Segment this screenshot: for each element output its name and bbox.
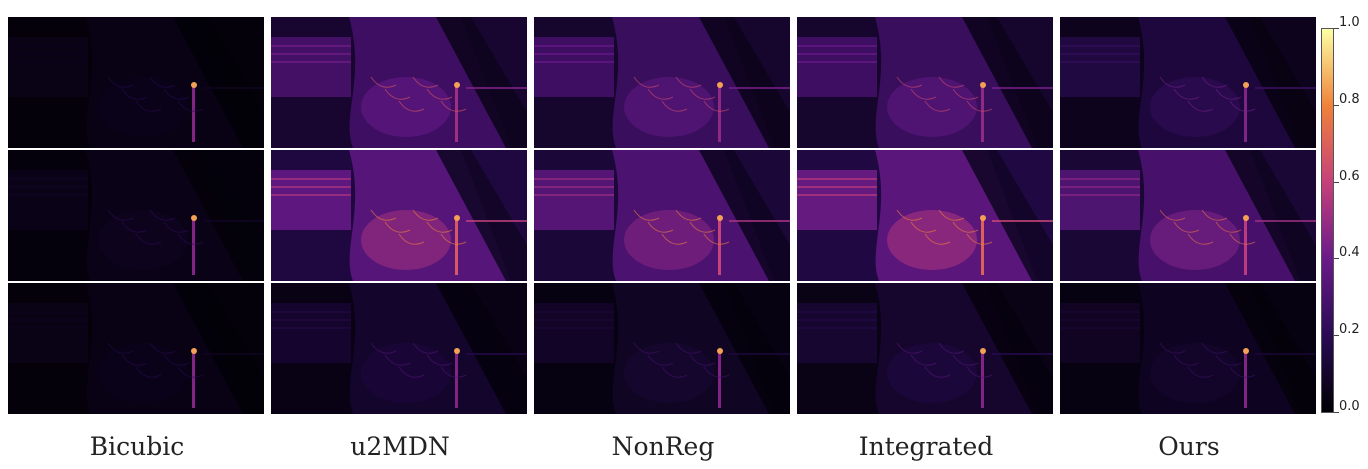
column-label-integrated: Integrated: [858, 432, 994, 461]
colorbar-tick: [1334, 335, 1339, 337]
error-map-integrated-row-2: [797, 150, 1053, 281]
error-map-u2mdn-row-2: [271, 150, 527, 281]
error-map-nonreg-row-2: [534, 150, 790, 281]
colorbar-tick-label: 1.0: [1339, 15, 1360, 30]
error-map-ours-row-2: [1060, 150, 1316, 281]
colorbar-tick: [1334, 181, 1339, 183]
column-label-bicubic: Bicubic: [89, 432, 185, 461]
error-map-integrated-row-1: [797, 17, 1053, 148]
error-map-bicubic-row-1: [8, 17, 264, 148]
colorbar-tick: [1334, 104, 1339, 106]
colorbar-tick: [1334, 412, 1339, 413]
column-label-nonreg: NonReg: [611, 432, 715, 461]
error-map-nonreg-row-3: [534, 283, 790, 414]
error-map-u2mdn-row-3: [271, 283, 527, 414]
colorbar-tick-label: 0.6: [1339, 168, 1360, 184]
error-map-nonreg-row-1: [534, 17, 790, 148]
error-map-bicubic-row-3: [8, 283, 264, 414]
colorbar-tick: [1334, 28, 1339, 29]
error-map-ours-row-3: [1060, 283, 1316, 414]
colorbar: [1321, 28, 1334, 413]
colorbar-tick-label: 0.8: [1339, 91, 1360, 107]
column-label-ours: Ours: [1158, 432, 1220, 461]
column-label-u2mdn: u2MDN: [350, 432, 450, 461]
colorbar-tick-label: 0.0: [1339, 399, 1360, 414]
colorbar-tick-label: 0.2: [1339, 322, 1360, 338]
error-map-integrated-row-3: [797, 283, 1053, 414]
error-map-bicubic-row-2: [8, 150, 264, 281]
colorbar-tick: [1334, 258, 1339, 260]
error-map-ours-row-1: [1060, 17, 1316, 148]
colorbar-tick-label: 0.4: [1339, 245, 1360, 261]
error-map-grid: [8, 17, 1318, 414]
error-map-u2mdn-row-1: [271, 17, 527, 148]
